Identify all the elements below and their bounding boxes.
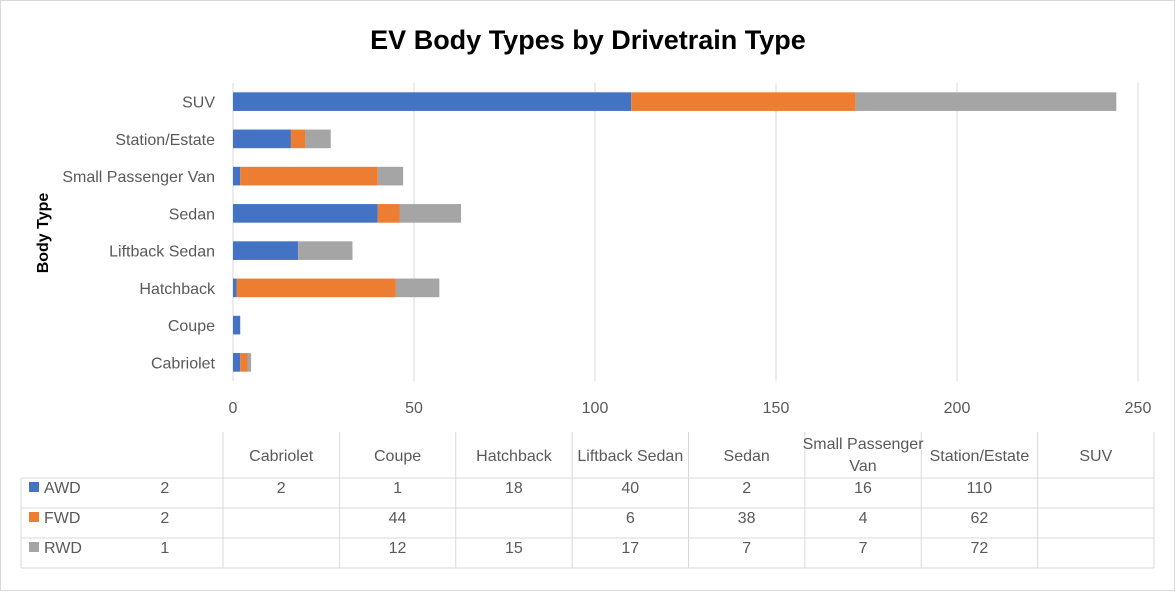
table-cell-rwd-sedan: 17 — [621, 540, 639, 557]
table-cell-awd-hatchback: 1 — [393, 480, 402, 497]
table-header-sedan: Sedan — [724, 448, 770, 465]
legend-key-rwd — [29, 542, 39, 552]
table-header-line: Small Passenger — [803, 436, 925, 453]
x-tick-250: 250 — [1125, 400, 1152, 417]
table-cell-rwd-liftback-sedan: 15 — [505, 540, 523, 557]
bar-cabriolet-rwd — [247, 353, 252, 372]
category-label-cabriolet: Cabriolet — [151, 355, 216, 372]
x-tick-200: 200 — [944, 400, 971, 417]
table-cell-rwd-small-passenger-van: 7 — [742, 540, 751, 557]
x-tick-labels: 0 50 100 150 200 250 — [229, 400, 1152, 417]
legend-label-rwd: RWD — [44, 540, 82, 557]
table-header-line: Hatchback — [476, 448, 553, 465]
table-cell-awd-coupe: 2 — [277, 480, 286, 497]
table-header-coupe: Coupe — [374, 448, 421, 465]
table-header-hatchback: Hatchback — [476, 448, 553, 465]
table-cell-rwd-hatchback: 12 — [389, 540, 407, 557]
legend-key-fwd — [29, 512, 39, 522]
x-tick-100: 100 — [582, 400, 609, 417]
bar-station-estate-rwd — [305, 129, 331, 149]
category-label-liftback-sedan: Liftback Sedan — [109, 244, 215, 261]
bar-suv-rwd — [855, 92, 1117, 111]
table-header-station-estate: Station/Estate — [930, 448, 1030, 465]
chart-title: EV Body Types by Drivetrain Type — [370, 25, 806, 55]
category-label-hatchback: Hatchback — [139, 281, 216, 298]
bar-small-passenger-van-rwd — [377, 166, 404, 186]
bar-coupe-awd — [233, 315, 241, 335]
gridlines — [232, 83, 1139, 381]
table-cell-fwd-sedan: 6 — [626, 510, 635, 527]
table-header-line: Coupe — [374, 448, 421, 465]
category-label-coupe: Coupe — [168, 318, 215, 335]
bar-cabriolet-awd — [233, 353, 241, 372]
bar-suv-fwd — [631, 92, 856, 111]
table-header-line: Cabriolet — [249, 448, 314, 465]
x-tick-50: 50 — [405, 400, 423, 417]
table-cell-fwd-hatchback: 44 — [389, 510, 407, 527]
bar-liftback-sedan-rwd — [298, 241, 353, 260]
category-label-suv: SUV — [182, 95, 215, 112]
table-cell-fwd-small-passenger-van: 38 — [738, 510, 756, 527]
bar-station-estate-awd — [233, 129, 291, 149]
bar-hatchback-fwd — [236, 278, 396, 298]
table-header-liftback-sedan: Liftback Sedan — [577, 448, 683, 465]
bar-suv-awd — [233, 92, 632, 111]
bar-small-passenger-van-awd — [233, 166, 241, 186]
bar-sedan-rwd — [399, 204, 462, 223]
table-cell-awd-suv: 110 — [967, 480, 993, 497]
table-cell-rwd-cabriolet: 1 — [160, 540, 169, 557]
table-header-line: Van — [849, 458, 876, 475]
table-header-small-passenger-van: Small Passenger Van — [803, 436, 925, 475]
bar-hatchback-awd — [233, 278, 237, 298]
bar-sedan-fwd — [377, 204, 400, 223]
table-cell-fwd-suv: 62 — [971, 510, 989, 527]
bar-station-estate-fwd — [290, 129, 306, 149]
table-header-line: Liftback Sedan — [577, 448, 683, 465]
category-label-small-passenger-van: Small Passenger Van — [62, 169, 215, 186]
table-header-suv: SUV — [1079, 448, 1112, 465]
bar-small-passenger-van-fwd — [240, 166, 378, 186]
table-header-line: SUV — [1079, 448, 1112, 465]
category-labels: Cabriolet Coupe Hatchback Liftback Sedan Sed… — [62, 95, 216, 373]
legend-key-awd — [29, 482, 39, 492]
table-cell-rwd-station-estate: 7 — [859, 540, 868, 557]
table-header-cabriolet: Cabriolet — [249, 448, 314, 465]
x-tick-0: 0 — [229, 400, 238, 417]
table-cell-awd-small-passenger-van: 2 — [742, 480, 751, 497]
legend-label-fwd: FWD — [44, 510, 80, 527]
table-cell-awd-station-estate: 16 — [854, 480, 872, 497]
bar-cabriolet-fwd — [240, 353, 248, 372]
category-label-station-estate: Station/Estate — [115, 132, 215, 149]
table-cell-awd-liftback-sedan: 18 — [505, 480, 523, 497]
x-tick-150: 150 — [763, 400, 790, 417]
table-cell-awd-sedan: 40 — [621, 480, 639, 497]
table-cell-awd-cabriolet: 2 — [160, 480, 169, 497]
bar-liftback-sedan-awd — [233, 241, 299, 260]
y-axis-title: Body Type — [35, 193, 52, 274]
bars — [233, 92, 1117, 372]
legend-label-awd: AWD — [44, 480, 81, 497]
table-header-line: Sedan — [724, 448, 770, 465]
table-header-line: Station/Estate — [930, 448, 1030, 465]
table-cell-fwd-station-estate: 4 — [859, 510, 868, 527]
table-cell-rwd-suv: 72 — [971, 540, 989, 557]
category-label-sedan: Sedan — [169, 206, 215, 223]
data-table: Cabriolet Coupe Hatchback Liftback Sedan Sed… — [20, 432, 1155, 569]
bar-hatchback-rwd — [395, 278, 440, 298]
bar-sedan-awd — [233, 204, 378, 223]
table-cell-fwd-cabriolet: 2 — [160, 510, 169, 527]
